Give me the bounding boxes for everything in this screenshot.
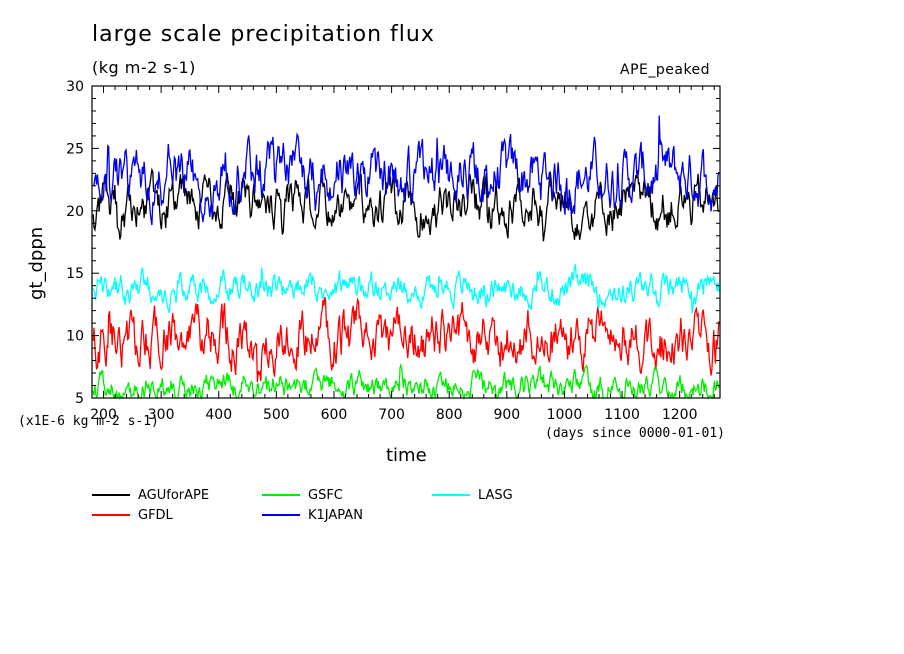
y-tick-label: 20 <box>66 204 84 220</box>
experiment-tag: APE_peaked <box>620 62 711 78</box>
x-tick-label: 500 <box>263 407 290 423</box>
legend-item-aguforape: AGUforAPE <box>92 487 210 503</box>
y-tick-label: 15 <box>66 266 84 282</box>
x-tick-label: 800 <box>436 407 463 423</box>
legend-swatch <box>262 514 300 516</box>
x-tick-label: 1100 <box>604 407 640 423</box>
legend-label: K1JAPAN <box>308 507 363 523</box>
plot-frame <box>91 85 721 399</box>
legend-item-gfdl: GFDL <box>92 507 173 523</box>
series-line-k1japan <box>92 115 720 226</box>
chart-subtitle: (kg m-2 s-1) <box>92 58 196 77</box>
x-tick-label: 600 <box>321 407 348 423</box>
legend-item-gsfc: GSFC <box>262 487 343 503</box>
chart-title: large scale precipitation flux <box>92 22 435 47</box>
y-tick-label: 10 <box>66 329 84 345</box>
legend-item-lasg: LASG <box>432 487 513 503</box>
series-line-gfdl <box>92 296 720 383</box>
y-tick-label: 5 <box>75 391 84 407</box>
x-tick-label: 1000 <box>547 407 583 423</box>
y-tick-label: 25 <box>66 141 84 157</box>
legend-label: GFDL <box>138 507 173 523</box>
legend-swatch <box>262 494 300 496</box>
legend-swatch <box>92 494 130 496</box>
legend-label: GSFC <box>308 487 343 503</box>
legend-label: LASG <box>478 487 513 503</box>
x-tick-label: 900 <box>493 407 520 423</box>
x-tick-label: 400 <box>205 407 232 423</box>
legend-item-k1japan: K1JAPAN <box>262 507 363 523</box>
x-tick-label: 300 <box>148 407 175 423</box>
y-unit-note: (x1E-6 kg m-2 s-1) <box>18 414 159 429</box>
y-tick-label: 30 <box>66 79 84 95</box>
legend-swatch <box>92 514 130 516</box>
series-line-lasg <box>92 264 720 314</box>
series-line-gsfc <box>92 362 720 401</box>
legend-label: AGUforAPE <box>138 487 210 503</box>
x-tick-label: 200 <box>90 407 117 423</box>
x-tick-label: 1200 <box>662 407 698 423</box>
x-axis-label: time <box>386 445 427 466</box>
x-unit-note: (days since 0000-01-01) <box>545 426 726 441</box>
legend-swatch <box>432 494 470 496</box>
x-tick-label: 700 <box>378 407 405 423</box>
